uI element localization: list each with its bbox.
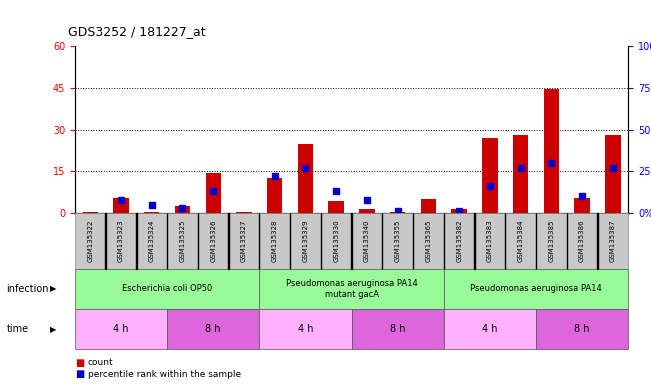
Text: GSM135386: GSM135386 (579, 220, 585, 262)
Text: GSM135382: GSM135382 (456, 220, 462, 262)
Text: 4 h: 4 h (298, 324, 313, 334)
Bar (174, 206, 190, 213)
Text: GSM135327: GSM135327 (241, 220, 247, 262)
Text: GSM135324: GSM135324 (148, 220, 155, 262)
Text: GSM135326: GSM135326 (210, 220, 216, 262)
Bar (359, 209, 374, 213)
Text: GSM135325: GSM135325 (180, 220, 186, 262)
Text: ■: ■ (75, 358, 84, 368)
Bar (113, 198, 129, 213)
Bar (267, 178, 283, 213)
Bar (513, 135, 529, 213)
Bar (390, 212, 406, 213)
Text: 8 h: 8 h (574, 324, 590, 334)
Bar (605, 135, 620, 213)
Text: GSM135384: GSM135384 (518, 220, 523, 262)
Text: GSM135387: GSM135387 (610, 220, 616, 262)
Text: GSM135329: GSM135329 (303, 220, 309, 262)
Text: 4 h: 4 h (113, 324, 129, 334)
Text: GSM135330: GSM135330 (333, 220, 339, 262)
Text: 8 h: 8 h (206, 324, 221, 334)
Text: Pseudomonas aeruginosa PA14
mutant gacA: Pseudomonas aeruginosa PA14 mutant gacA (286, 279, 417, 299)
Text: infection: infection (7, 284, 49, 294)
Text: GSM135322: GSM135322 (87, 220, 93, 262)
Text: ▶: ▶ (50, 325, 57, 334)
Text: time: time (7, 324, 29, 334)
Text: 8 h: 8 h (390, 324, 406, 334)
Text: GSM135365: GSM135365 (425, 220, 432, 262)
Bar (574, 198, 590, 213)
Text: percentile rank within the sample: percentile rank within the sample (88, 370, 241, 379)
Text: ▶: ▶ (50, 285, 57, 293)
Bar (298, 144, 313, 213)
Bar (482, 138, 497, 213)
Bar (83, 212, 98, 213)
Bar (206, 173, 221, 213)
Text: 4 h: 4 h (482, 324, 497, 334)
Bar (329, 200, 344, 213)
Text: GDS3252 / 181227_at: GDS3252 / 181227_at (68, 25, 206, 38)
Text: GSM135328: GSM135328 (271, 220, 278, 262)
Text: count: count (88, 358, 113, 367)
Text: Escherichia coli OP50: Escherichia coli OP50 (122, 285, 212, 293)
Bar (236, 212, 252, 213)
Bar (144, 212, 159, 213)
Text: GSM135355: GSM135355 (395, 220, 400, 262)
Bar (421, 199, 436, 213)
Text: GSM135385: GSM135385 (548, 220, 555, 262)
Text: GSM135340: GSM135340 (364, 220, 370, 262)
Bar (451, 209, 467, 213)
Text: ■: ■ (75, 369, 84, 379)
Text: Pseudomonas aeruginosa PA14: Pseudomonas aeruginosa PA14 (470, 285, 602, 293)
Bar (544, 89, 559, 213)
Text: GSM135383: GSM135383 (487, 220, 493, 262)
Text: GSM135323: GSM135323 (118, 220, 124, 262)
